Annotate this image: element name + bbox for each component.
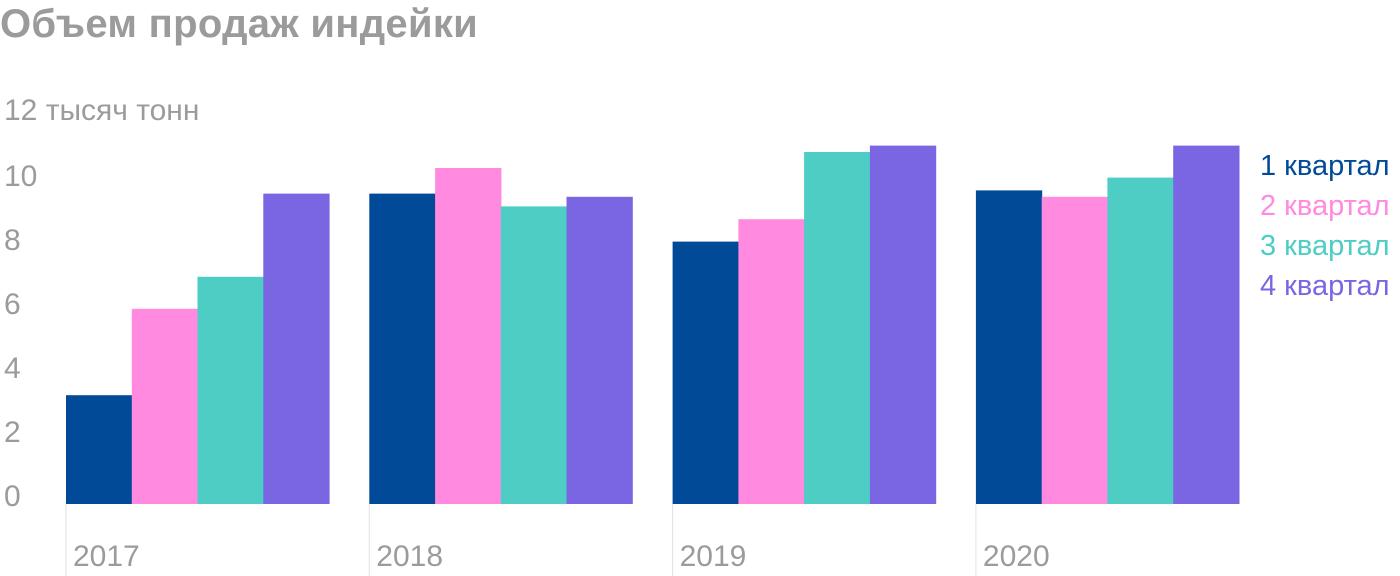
bar-2020-q1 bbox=[976, 190, 1042, 504]
bar-2017-q3 bbox=[198, 277, 264, 504]
y-tick-label: 4 bbox=[4, 352, 21, 385]
legend-item-q1: 1 квартал bbox=[1260, 146, 1390, 186]
bar-2020-q4 bbox=[1173, 146, 1239, 504]
legend-item-q3: 3 квартал bbox=[1260, 226, 1390, 266]
y-axis-ticks: 0 2 4 6 8 10 bbox=[4, 160, 37, 513]
bar-2020-q3 bbox=[1107, 178, 1173, 504]
y-tick-label: 8 bbox=[4, 224, 21, 257]
bar-2018-q4 bbox=[567, 197, 633, 504]
bar-2019-q4 bbox=[870, 146, 936, 504]
y-tick-label: 6 bbox=[4, 288, 21, 321]
bar-2017-q1 bbox=[66, 395, 132, 504]
x-category-label: 2017 bbox=[73, 540, 140, 573]
x-category-label: 2020 bbox=[983, 540, 1050, 573]
y-tick-label: 10 bbox=[4, 160, 37, 193]
bar-2019-q2 bbox=[738, 219, 804, 504]
bar-2018-q3 bbox=[501, 206, 567, 504]
bar-2017-q4 bbox=[263, 194, 329, 504]
bar-2020-q2 bbox=[1042, 197, 1108, 504]
x-axis-categories: 2017 2018 2019 2020 bbox=[66, 504, 1050, 576]
x-category-label: 2018 bbox=[376, 540, 443, 573]
bar-2019-q3 bbox=[804, 152, 870, 504]
bar-2019-q1 bbox=[673, 242, 739, 504]
bars bbox=[66, 146, 1240, 504]
legend-item-q2: 2 квартал bbox=[1260, 186, 1390, 226]
legend-item-q4: 4 квартал bbox=[1260, 266, 1390, 306]
y-axis-top-label: 12 тысяч тонн bbox=[4, 94, 199, 127]
legend: 1 квартал 2 квартал 3 квартал 4 квартал bbox=[1260, 146, 1390, 306]
bar-2017-q2 bbox=[132, 309, 198, 504]
y-tick-label: 2 bbox=[4, 416, 21, 449]
y-tick-label: 0 bbox=[4, 480, 21, 513]
bar-2018-q1 bbox=[369, 194, 435, 504]
x-category-label: 2019 bbox=[680, 540, 747, 573]
bar-2018-q2 bbox=[435, 168, 501, 504]
